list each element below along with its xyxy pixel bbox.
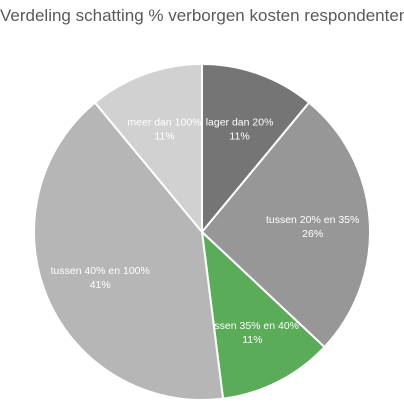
slice-percent-0: 11% (229, 131, 249, 143)
slice-label-1: tussen 20% en 35% (266, 214, 359, 226)
slice-percent-1: 26% (302, 228, 323, 240)
pie-slice-4 (93, 62, 203, 235)
slice-label-0: lager dan 20% (206, 117, 274, 129)
pie-slice-2 (200, 229, 326, 400)
slice-percent-4: 11% (154, 131, 174, 143)
slice-label-4: meer dan 100% (127, 117, 201, 129)
pie-slice-0 (201, 62, 311, 235)
chart-title: Verdeling schatting % verborgen kosten r… (0, 6, 404, 25)
slice-label-2: tussen 35% en 40% (206, 320, 299, 332)
slice-percent-2: 11% (242, 334, 262, 346)
pie-slice-3 (33, 101, 225, 401)
slice-percent-3: 41% (90, 279, 111, 291)
slice-label-3: tussen 40% en 100% (51, 265, 150, 277)
pie-slice-1 (200, 101, 371, 349)
